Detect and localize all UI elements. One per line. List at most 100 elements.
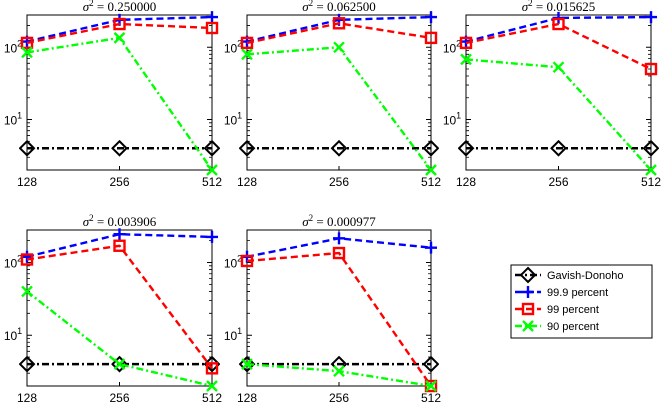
x-tick-label: 128 [237, 391, 257, 405]
series-line-99-percent [465, 22, 652, 71]
y-tick-exponent: 2 [456, 38, 461, 48]
data-point-99-9-percent [645, 11, 657, 24]
data-point-90-percent [552, 61, 565, 74]
data-point-99-percent [332, 17, 346, 30]
data-point-90-percent [113, 358, 126, 370]
legend-entry-gavish-donoho: Gavish-Donoho [515, 266, 623, 284]
legend-label: 90 percent [547, 321, 599, 333]
series-line-99-percent [246, 251, 432, 387]
y-tick-base: 10 [4, 41, 18, 55]
y-tick-label: 102 [224, 38, 242, 55]
title-value: = 0.015625 [533, 0, 596, 14]
data-point-gavish-donoho [111, 139, 128, 157]
y-tick-base: 10 [224, 114, 238, 128]
x-tick-label: 256 [548, 175, 568, 189]
data-point-90-percent [113, 32, 126, 44]
figure-legend: Gavish-Donoho 99.9 percent 99 percent 90 pe… [510, 264, 653, 339]
data-point-99-9-percent [206, 11, 218, 24]
y-tick-exponent: 1 [17, 326, 22, 336]
data-point-99-9-percent [425, 11, 437, 24]
title-symbol: σ [522, 0, 529, 14]
title-value: = 0.000977 [313, 214, 376, 229]
data-point-99-percent [20, 253, 34, 266]
title-symbol: σ [302, 0, 309, 14]
data-point-90-percent [333, 365, 345, 378]
series-group [239, 11, 439, 176]
subplot-title: σ2 = 0.003906 [83, 213, 157, 229]
data-point-90-percent [425, 380, 437, 392]
y-tick-label: 102 [4, 254, 22, 271]
subplot-title: σ2 = 0.000977 [302, 213, 376, 229]
data-point-99-percent [552, 17, 565, 31]
title-value: = 0.250000 [94, 0, 157, 14]
series-group [458, 11, 659, 176]
y-tick-label: 102 [4, 38, 22, 55]
y-tick-exponent: 1 [456, 111, 461, 121]
legend-entry-90-percent: 90 percent [515, 320, 599, 333]
y-tick-base: 10 [443, 114, 457, 128]
x-tick-label: 512 [202, 175, 222, 189]
title-superscript: 2 [89, 213, 94, 223]
data-point-90-percent [333, 41, 345, 54]
data-point-99-9-percent [333, 232, 345, 245]
series-line-99-9-percent [465, 15, 652, 43]
y-tick-exponent: 2 [237, 254, 242, 264]
data-point-99-percent [205, 21, 219, 35]
legend-label: 99.9 percent [547, 287, 608, 299]
data-point-90-percent [241, 358, 253, 370]
data-point-gavish-donoho [330, 139, 348, 157]
y-tick-exponent: 1 [237, 326, 242, 336]
legend-marker [521, 302, 535, 316]
y-tick-base: 10 [4, 114, 18, 128]
data-point-99-percent [113, 17, 126, 31]
data-point-gavish-donoho [203, 139, 220, 157]
legend-entry-99-9-percent: 99.9 percent [515, 286, 608, 299]
y-tick-label: 102 [443, 38, 461, 55]
x-tick-label: 512 [421, 391, 441, 405]
data-point-gavish-donoho [422, 355, 439, 373]
series-line-99-percent [26, 22, 213, 45]
y-tick-base: 10 [224, 257, 238, 271]
data-point-99-percent [424, 31, 438, 45]
y-tick-exponent: 1 [17, 111, 22, 121]
subplot-title: σ2 = 0.250000 [83, 0, 157, 14]
series-line-90-percent [465, 58, 652, 171]
data-point-99-9-percent [206, 230, 218, 243]
y-tick-base: 10 [224, 329, 238, 343]
series-group [239, 232, 439, 393]
legend-marker [519, 266, 537, 284]
data-point-90-percent [425, 164, 437, 176]
x-tick-label: 128 [17, 391, 37, 405]
x-tick-label: 128 [17, 175, 37, 189]
data-point-gavish-donoho [642, 139, 659, 157]
x-tick-label: 256 [109, 391, 129, 405]
title-value: = 0.003906 [94, 214, 157, 229]
data-point-90-percent [460, 53, 472, 66]
series-group [19, 228, 220, 392]
x-tick-label: 128 [237, 175, 257, 189]
legend-marker [522, 320, 534, 332]
x-tick-label: 512 [421, 175, 441, 189]
series-group [19, 11, 220, 176]
title-superscript: 2 [309, 213, 314, 223]
title-superscript: 2 [309, 0, 314, 8]
data-point-gavish-donoho [111, 355, 128, 373]
y-tick-label: 102 [224, 254, 242, 271]
x-tick-label: 512 [641, 175, 661, 189]
data-point-gavish-donoho [422, 139, 439, 157]
data-point-90-percent [206, 164, 218, 176]
data-point-99-9-percent [425, 241, 437, 254]
data-point-99-percent [205, 362, 219, 375]
series-line-99-9-percent [26, 233, 213, 258]
y-tick-base: 10 [443, 41, 457, 55]
title-superscript: 2 [89, 0, 94, 8]
x-tick-label: 256 [109, 175, 129, 189]
y-tick-exponent: 2 [237, 38, 242, 48]
title-symbol: σ [302, 214, 309, 229]
